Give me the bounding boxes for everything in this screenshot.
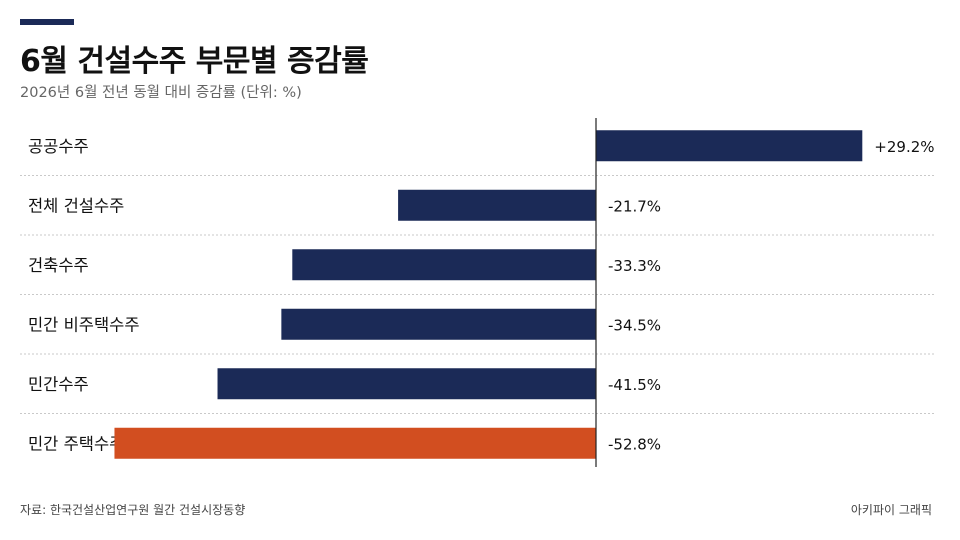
- category-label: 공공수주: [28, 137, 89, 156]
- value-label: -41.5%: [608, 376, 661, 394]
- category-label: 민간수주: [28, 375, 89, 394]
- bar: [281, 308, 596, 340]
- category-label: 민간 주택수주: [28, 434, 124, 453]
- value-label: -21.7%: [608, 197, 661, 215]
- bar: [114, 427, 597, 459]
- category-label: 민간 비주택수주: [28, 315, 140, 334]
- bar: [292, 249, 596, 281]
- bar: [217, 368, 596, 400]
- value-label: -33.3%: [608, 257, 661, 275]
- page-title: 6월 건설수주 부문별 증감률: [20, 44, 369, 79]
- credit-note: 아키파이 그래픽: [850, 503, 932, 517]
- category-label: 건축수주: [28, 256, 89, 275]
- category-label: 전체 건설수주: [28, 196, 124, 215]
- page-subtitle: 2026년 6월 전년 동월 대비 증감률 (단위: %): [20, 85, 302, 101]
- value-label: -52.8%: [608, 435, 661, 453]
- value-label: -34.5%: [608, 316, 661, 334]
- source-note: 자료: 한국건설산업연구원 월간 건설시장동향: [20, 503, 246, 517]
- bar: [596, 130, 863, 162]
- title-accent-bar: [20, 19, 74, 25]
- bar: [398, 189, 596, 221]
- value-label: +29.2%: [874, 138, 934, 156]
